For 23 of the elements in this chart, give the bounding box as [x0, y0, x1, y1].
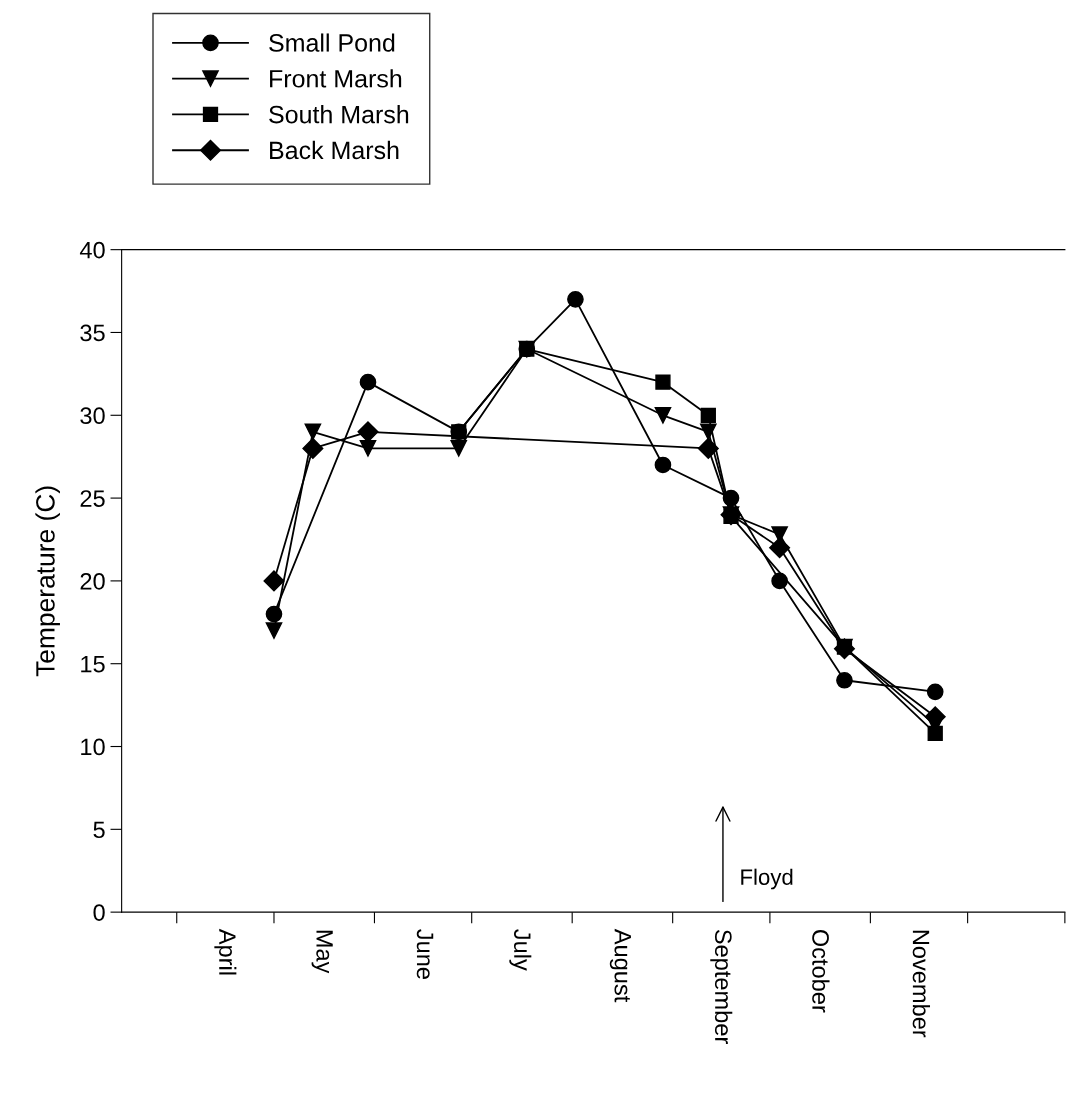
x-tick-label: October [812, 929, 830, 1013]
x-tick-label: July [509, 929, 532, 971]
y-axis-title: Temperature (C) [35, 486, 60, 677]
y-tick-label: 25 [80, 490, 105, 507]
y-tick-label: 35 [80, 324, 105, 342]
y-tick-label: 30 [80, 407, 105, 425]
x-tick-label: May [311, 930, 333, 974]
y-tick-label: 10 [81, 738, 105, 756]
annotation: Floyd [741, 868, 793, 890]
legend-label: South Marsh [269, 105, 409, 124]
x-tick-label: June [416, 929, 434, 979]
y-tick-label: 15 [81, 656, 105, 673]
x-tick-label: September [710, 929, 733, 1044]
y-tick-label: 40 [79, 241, 105, 259]
y-tick-label: 5 [93, 821, 105, 839]
x-tick-label: August [609, 928, 631, 1003]
x-tick-label: November [912, 930, 931, 1038]
legend-label: Front Marsh [270, 69, 402, 88]
legend-label: Back Marsh [270, 140, 399, 160]
legend-label: Small Pond [269, 33, 395, 52]
y-tick-label: 0 [93, 904, 105, 921]
x-tick-label: April [214, 928, 237, 975]
y-tick-label: 20 [80, 572, 105, 590]
